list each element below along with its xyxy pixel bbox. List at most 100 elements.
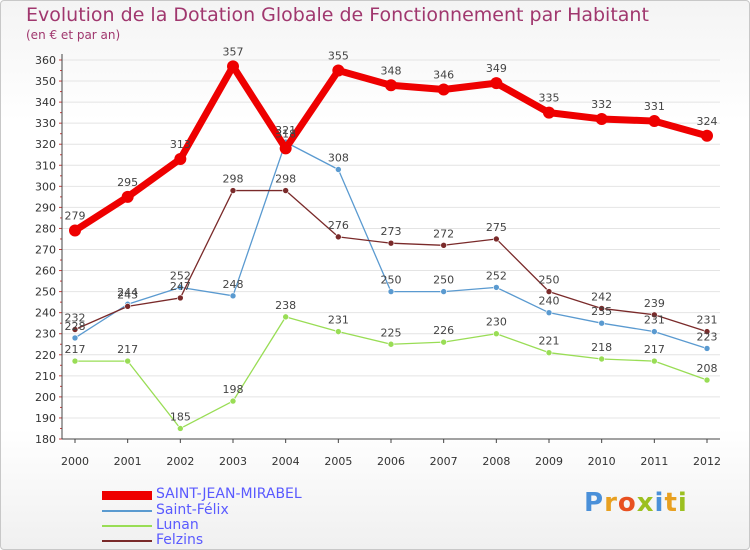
y-tick-label: 360 <box>35 54 56 67</box>
data-point <box>543 106 555 119</box>
proxiti-logo: Proxiti <box>584 488 688 518</box>
data-point <box>493 330 500 338</box>
data-point <box>703 376 711 384</box>
y-tick-label: 300 <box>35 180 56 193</box>
data-point <box>598 319 605 327</box>
data-point <box>651 311 658 319</box>
data-label: 218 <box>591 341 612 354</box>
data-point <box>335 233 342 241</box>
series-lunan <box>71 313 711 432</box>
data-point <box>437 83 450 96</box>
x-tick-label: 2007 <box>430 455 458 468</box>
data-label: 252 <box>486 269 507 282</box>
data-label: 217 <box>117 343 138 356</box>
y-tick-label: 200 <box>35 391 56 404</box>
y-tick-label: 220 <box>35 349 56 362</box>
data-label: 230 <box>486 316 507 329</box>
data-point <box>335 328 342 335</box>
data-label: 308 <box>328 151 349 164</box>
x-tick-label: 2010 <box>588 455 616 468</box>
chart-title: Evolution de la Dotation Globale de Fonc… <box>26 4 649 26</box>
data-point <box>227 60 239 73</box>
y-tick-label: 290 <box>35 201 56 214</box>
data-label: 185 <box>170 410 191 423</box>
data-label: 331 <box>644 100 665 113</box>
data-point <box>440 241 447 249</box>
data-point <box>490 77 503 90</box>
data-label: 221 <box>539 335 560 348</box>
data-label: 324 <box>697 115 718 128</box>
data-point <box>598 355 605 363</box>
y-tick-label: 350 <box>35 75 56 88</box>
data-point <box>595 112 608 125</box>
legend-swatch <box>102 510 152 512</box>
y-tick-label: 320 <box>35 138 56 151</box>
data-point <box>648 115 661 128</box>
x-tick-label: 2006 <box>377 455 405 468</box>
data-point <box>279 142 292 155</box>
data-label: 242 <box>591 290 612 303</box>
data-point <box>651 328 658 335</box>
data-point <box>229 292 237 300</box>
data-label: 228 <box>65 320 86 333</box>
data-point <box>701 129 713 142</box>
legend-swatch <box>102 491 152 500</box>
data-label: 238 <box>275 299 296 312</box>
data-point <box>69 224 81 237</box>
data-label: 321 <box>275 124 296 137</box>
data-point <box>545 349 553 356</box>
data-label: 239 <box>644 297 665 310</box>
y-tick-label: 280 <box>35 222 56 235</box>
data-point <box>651 357 658 365</box>
data-point <box>493 235 500 243</box>
y-tick-label: 240 <box>35 307 56 320</box>
data-label: 223 <box>697 330 718 343</box>
x-tick-label: 2011 <box>640 455 668 468</box>
data-label: 217 <box>65 343 86 356</box>
data-point <box>177 425 184 432</box>
x-tick-label: 2008 <box>482 455 510 468</box>
chart-subtitle: (en € et par an) <box>26 28 121 42</box>
x-tick-label: 2009 <box>535 455 563 468</box>
data-point <box>387 340 395 348</box>
legend-label: Lunan <box>156 517 199 533</box>
data-point <box>335 166 342 173</box>
y-tick-label: 340 <box>35 96 56 109</box>
y-tick-label: 330 <box>35 117 56 130</box>
data-point <box>71 357 79 365</box>
data-label: 355 <box>328 50 349 63</box>
data-point <box>440 288 447 295</box>
x-tick-label: 2012 <box>693 455 721 468</box>
data-label: 279 <box>65 210 86 223</box>
data-label: 272 <box>433 227 454 240</box>
x-tick-label: 2005 <box>324 455 352 468</box>
data-point <box>493 284 500 291</box>
data-label: 240 <box>539 295 560 308</box>
data-point <box>229 187 237 194</box>
legend-label: Saint-Félix <box>156 502 229 518</box>
legend-swatch <box>102 525 152 527</box>
data-point <box>387 288 395 295</box>
x-tick-label: 2002 <box>166 455 194 468</box>
data-label: 198 <box>223 383 244 396</box>
legend-label: SAINT-JEAN-MIRABEL <box>156 486 302 502</box>
x-tick-label: 2001 <box>114 455 142 468</box>
data-point <box>177 284 184 291</box>
data-label: 349 <box>486 62 507 75</box>
data-label: 298 <box>275 173 296 186</box>
x-tick-label: 2003 <box>219 455 247 468</box>
data-label: 335 <box>539 92 560 105</box>
data-point <box>282 313 289 321</box>
data-point <box>71 326 79 333</box>
data-label: 273 <box>381 225 402 238</box>
data-point <box>282 187 289 194</box>
data-label: 275 <box>486 221 507 234</box>
data-point <box>229 397 237 405</box>
series-saint-jean-mirabel <box>69 60 713 237</box>
series-felzins <box>71 187 711 335</box>
data-label: 332 <box>591 98 612 111</box>
data-label: 357 <box>223 45 244 58</box>
data-point <box>387 239 395 247</box>
